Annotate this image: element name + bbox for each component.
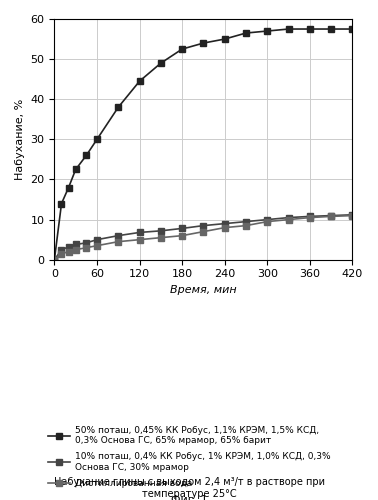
Дистиллированная вода: [350, 212, 355, 218]
50% поташ, 0,45% КК Робус, 1,1% КРЭМ, 1,5% КСД,
0,3% Основа ГС, 65% мрамор, 65% барит: [137, 78, 142, 84]
Дистиллированная вода: [137, 236, 142, 242]
50% поташ, 0,45% КК Робус, 1,1% КРЭМ, 1,5% КСД,
0,3% Основа ГС, 65% мрамор, 65% барит: [59, 200, 64, 206]
Дистиллированная вода: [95, 242, 99, 248]
Дистиллированная вода: [66, 248, 71, 254]
Дистиллированная вода: [329, 214, 333, 220]
50% поташ, 0,45% КК Робус, 1,1% КРЭМ, 1,5% КСД,
0,3% Основа ГС, 65% мрамор, 65% барит: [308, 26, 312, 32]
50% поташ, 0,45% КК Робус, 1,1% КРЭМ, 1,5% КСД,
0,3% Основа ГС, 65% мрамор, 65% барит: [52, 256, 57, 262]
Text: Фиг. 1: Фиг. 1: [170, 495, 208, 500]
50% поташ, 0,45% КК Робус, 1,1% КРЭМ, 1,5% КСД,
0,3% Основа ГС, 65% мрамор, 65% барит: [222, 36, 227, 42]
50% поташ, 0,45% КК Робус, 1,1% КРЭМ, 1,5% КСД,
0,3% Основа ГС, 65% мрамор, 65% барит: [116, 104, 121, 110]
10% поташ, 0,4% КК Робус, 1% КРЭМ, 1,0% КСД, 0,3%
Основа ГС, 30% мрамор: [222, 220, 227, 226]
50% поташ, 0,45% КК Робус, 1,1% КРЭМ, 1,5% КСД,
0,3% Основа ГС, 65% мрамор, 65% барит: [350, 26, 355, 32]
10% поташ, 0,4% КК Робус, 1% КРЭМ, 1,0% КСД, 0,3%
Основа ГС, 30% мрамор: [180, 226, 184, 232]
Дистиллированная вода: [201, 228, 206, 234]
50% поташ, 0,45% КК Робус, 1,1% КРЭМ, 1,5% КСД,
0,3% Основа ГС, 65% мрамор, 65% барит: [201, 40, 206, 46]
Line: 10% поташ, 0,4% КК Робус, 1% КРЭМ, 1,0% КСД, 0,3%
Основа ГС, 30% мрамор: 10% поташ, 0,4% КК Робус, 1% КРЭМ, 1,0% …: [52, 212, 355, 262]
10% поташ, 0,4% КК Робус, 1% КРЭМ, 1,0% КСД, 0,3%
Основа ГС, 30% мрамор: [59, 246, 64, 252]
10% поташ, 0,4% КК Робус, 1% КРЭМ, 1,0% КСД, 0,3%
Основа ГС, 30% мрамор: [95, 236, 99, 242]
50% поташ, 0,45% КК Робус, 1,1% КРЭМ, 1,5% КСД,
0,3% Основа ГС, 65% мрамор, 65% барит: [265, 28, 270, 34]
10% поташ, 0,4% КК Робус, 1% КРЭМ, 1,0% КСД, 0,3%
Основа ГС, 30% мрамор: [329, 212, 333, 218]
10% поташ, 0,4% КК Робус, 1% КРЭМ, 1,0% КСД, 0,3%
Основа ГС, 30% мрамор: [286, 214, 291, 220]
50% поташ, 0,45% КК Робус, 1,1% КРЭМ, 1,5% КСД,
0,3% Основа ГС, 65% мрамор, 65% барит: [286, 26, 291, 32]
10% поташ, 0,4% КК Робус, 1% КРЭМ, 1,0% КСД, 0,3%
Основа ГС, 30% мрамор: [73, 242, 78, 248]
10% поташ, 0,4% КК Робус, 1% КРЭМ, 1,0% КСД, 0,3%
Основа ГС, 30% мрамор: [158, 228, 163, 234]
Line: Дистиллированная вода: Дистиллированная вода: [52, 213, 355, 262]
50% поташ, 0,45% КК Робус, 1,1% КРЭМ, 1,5% КСД,
0,3% Основа ГС, 65% мрамор, 65% барит: [84, 152, 88, 158]
50% поташ, 0,45% КК Робус, 1,1% КРЭМ, 1,5% КСД,
0,3% Основа ГС, 65% мрамор, 65% барит: [73, 166, 78, 172]
10% поташ, 0,4% КК Робус, 1% КРЭМ, 1,0% КСД, 0,3%
Основа ГС, 30% мрамор: [201, 222, 206, 228]
Дистиллированная вода: [265, 218, 270, 224]
X-axis label: Время, мин: Время, мин: [170, 285, 237, 295]
10% поташ, 0,4% КК Робус, 1% КРЭМ, 1,0% КСД, 0,3%
Основа ГС, 30% мрамор: [52, 256, 57, 262]
Y-axis label: Набухание, %: Набухание, %: [15, 98, 25, 180]
10% поташ, 0,4% КК Робус, 1% КРЭМ, 1,0% КСД, 0,3%
Основа ГС, 30% мрамор: [244, 218, 248, 224]
Дистиллированная вода: [52, 256, 57, 262]
50% поташ, 0,45% КК Робус, 1,1% КРЭМ, 1,5% КСД,
0,3% Основа ГС, 65% мрамор, 65% барит: [180, 46, 184, 52]
50% поташ, 0,45% КК Робус, 1,1% КРЭМ, 1,5% КСД,
0,3% Основа ГС, 65% мрамор, 65% барит: [95, 136, 99, 142]
Дистиллированная вода: [180, 232, 184, 238]
Дистиллированная вода: [222, 224, 227, 230]
50% поташ, 0,45% КК Робус, 1,1% КРЭМ, 1,5% КСД,
0,3% Основа ГС, 65% мрамор, 65% барит: [244, 30, 248, 36]
Legend: 50% поташ, 0,45% КК Робус, 1,1% КРЭМ, 1,5% КСД,
0,3% Основа ГС, 65% мрамор, 65% : 50% поташ, 0,45% КК Робус, 1,1% КРЭМ, 1,…: [45, 423, 333, 490]
Дистиллированная вода: [84, 244, 88, 250]
50% поташ, 0,45% КК Робус, 1,1% КРЭМ, 1,5% КСД,
0,3% Основа ГС, 65% мрамор, 65% барит: [66, 184, 71, 190]
Дистиллированная вода: [286, 216, 291, 222]
Дистиллированная вода: [308, 214, 312, 220]
Дистиллированная вода: [59, 250, 64, 256]
Line: 50% поташ, 0,45% КК Робус, 1,1% КРЭМ, 1,5% КСД,
0,3% Основа ГС, 65% мрамор, 65% барит: 50% поташ, 0,45% КК Робус, 1,1% КРЭМ, 1,…: [52, 26, 355, 262]
10% поташ, 0,4% КК Робус, 1% КРЭМ, 1,0% КСД, 0,3%
Основа ГС, 30% мрамор: [350, 212, 355, 218]
10% поташ, 0,4% КК Робус, 1% КРЭМ, 1,0% КСД, 0,3%
Основа ГС, 30% мрамор: [265, 216, 270, 222]
Дистиллированная вода: [244, 222, 248, 228]
Дистиллированная вода: [73, 246, 78, 252]
50% поташ, 0,45% КК Робус, 1,1% КРЭМ, 1,5% КСД,
0,3% Основа ГС, 65% мрамор, 65% барит: [158, 60, 163, 66]
50% поташ, 0,45% КК Робус, 1,1% КРЭМ, 1,5% КСД,
0,3% Основа ГС, 65% мрамор, 65% барит: [329, 26, 333, 32]
Дистиллированная вода: [158, 234, 163, 240]
10% поташ, 0,4% КК Робус, 1% КРЭМ, 1,0% КСД, 0,3%
Основа ГС, 30% мрамор: [116, 232, 121, 238]
10% поташ, 0,4% КК Робус, 1% КРЭМ, 1,0% КСД, 0,3%
Основа ГС, 30% мрамор: [84, 240, 88, 246]
10% поташ, 0,4% КК Робус, 1% КРЭМ, 1,0% КСД, 0,3%
Основа ГС, 30% мрамор: [137, 230, 142, 235]
Дистиллированная вода: [116, 238, 121, 244]
10% поташ, 0,4% КК Робус, 1% КРЭМ, 1,0% КСД, 0,3%
Основа ГС, 30% мрамор: [308, 214, 312, 220]
10% поташ, 0,4% КК Робус, 1% КРЭМ, 1,0% КСД, 0,3%
Основа ГС, 30% мрамор: [66, 244, 71, 250]
Text: Набухание глины с выходом 2,4 м³/т в растворе при
температуре 25°C: Набухание глины с выходом 2,4 м³/т в рас…: [54, 478, 324, 499]
